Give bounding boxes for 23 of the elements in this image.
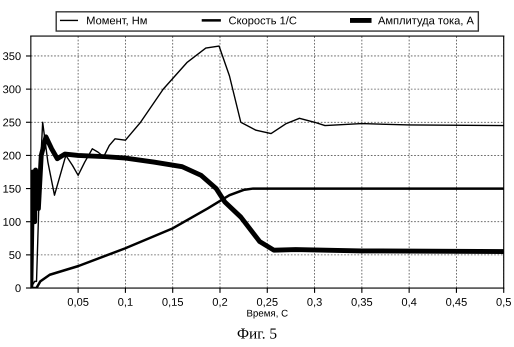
- text: Фиг. 5: [238, 328, 276, 339]
- y-tick-label: 100: [3, 218, 21, 226]
- x-tick-label: 0,2: [212, 298, 228, 308]
- legend-label: Амплитуда тока, А: [378, 16, 474, 27]
- y-tick-label: 150: [3, 184, 21, 193]
- x-tick-label: 0,4: [402, 298, 417, 308]
- y-tick-label: 0: [15, 284, 21, 292]
- y-tick-label: 50: [9, 251, 21, 259]
- legend-label: Момент, Нм: [87, 16, 147, 26]
- y-tick-label: 200: [3, 152, 21, 160]
- x-tick-label: 0,1: [118, 298, 133, 308]
- y-tick-label: 250: [3, 118, 21, 126]
- x-tick-label: 0,3: [307, 298, 322, 308]
- x-tick-label: 0,15: [162, 298, 184, 308]
- x-tick-label: 0,35: [351, 298, 372, 308]
- y-tick-label: 350: [3, 52, 21, 60]
- x-tick-label: 0,45: [446, 298, 467, 308]
- y-tick-label: 300: [3, 85, 21, 94]
- x-axis-title: Время, С: [247, 310, 288, 319]
- legend-label: Скорость 1/С: [229, 16, 296, 27]
- x-tick-label: 0,5: [496, 298, 511, 308]
- x-tick-label: 0,05: [68, 298, 88, 308]
- x-tick-label: 0,25: [256, 298, 278, 308]
